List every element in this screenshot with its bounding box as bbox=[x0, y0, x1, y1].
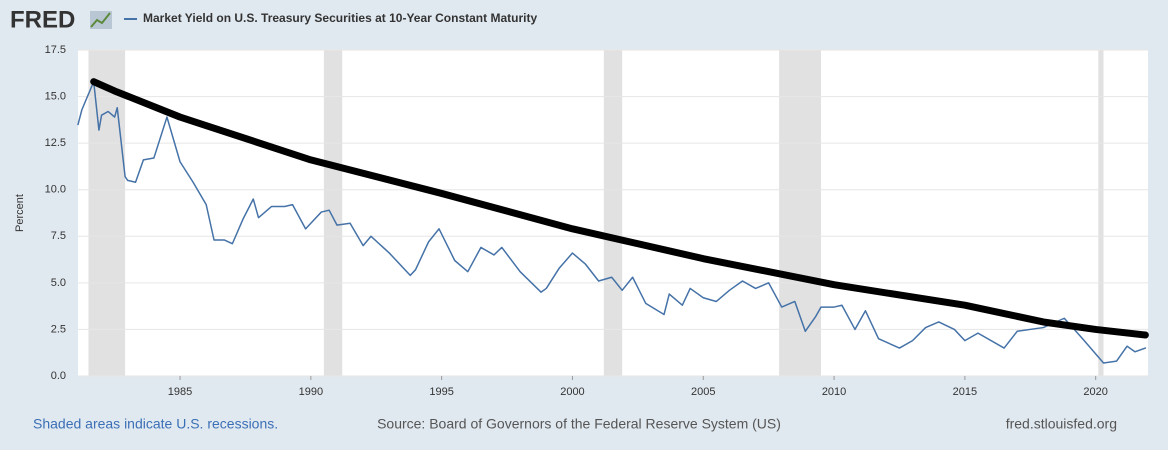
x-tick-label: 2010 bbox=[822, 386, 846, 398]
logo: FRED bbox=[10, 6, 75, 33]
legend-label: Market Yield on U.S. Treasury Securities… bbox=[143, 11, 537, 25]
x-tick-label: 2005 bbox=[691, 386, 715, 398]
y-axis-label: Percent bbox=[14, 194, 26, 232]
source-note: Source: Board of Governors of the Federa… bbox=[377, 416, 781, 432]
recession-band bbox=[779, 50, 821, 376]
y-tick-label: 17.5 bbox=[45, 44, 66, 56]
data-line bbox=[77, 80, 1147, 364]
x-tick-label: 1995 bbox=[429, 386, 453, 398]
x-tick-label: 2015 bbox=[953, 386, 977, 398]
y-tick-label: 12.5 bbox=[45, 137, 66, 149]
y-tick-label: 7.5 bbox=[51, 230, 66, 242]
recession-band bbox=[603, 50, 623, 376]
y-tick-label: 5.0 bbox=[51, 277, 66, 289]
logo-icon bbox=[90, 11, 112, 29]
x-tick-label: 2020 bbox=[1083, 386, 1107, 398]
y-tick-label: 0.0 bbox=[51, 370, 66, 382]
x-tick-label: 1990 bbox=[299, 386, 323, 398]
data-line bbox=[90, 78, 1149, 339]
site-url: fred.stlouisfed.org bbox=[1006, 416, 1117, 432]
y-tick-label: 10.0 bbox=[45, 184, 66, 196]
y-tick-label: 15.0 bbox=[45, 90, 66, 102]
recession-band bbox=[1098, 50, 1104, 376]
recession-note: Shaded areas indicate U.S. recessions. bbox=[33, 416, 278, 432]
recession-band bbox=[88, 50, 126, 376]
x-tick-label: 1985 bbox=[168, 386, 192, 398]
x-tick-label: 2000 bbox=[560, 386, 584, 398]
recession-band bbox=[323, 50, 343, 376]
y-tick-label: 2.5 bbox=[51, 323, 66, 335]
